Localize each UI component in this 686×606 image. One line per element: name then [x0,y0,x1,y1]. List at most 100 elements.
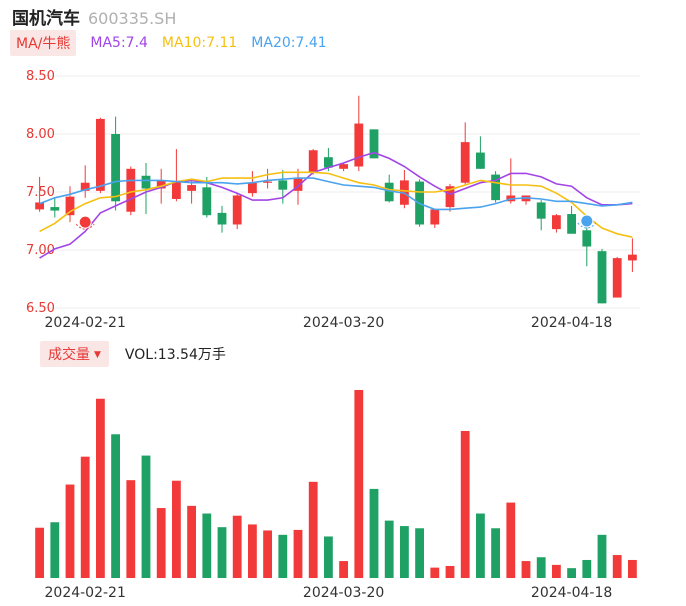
volume-bar [475,513,485,578]
volume-bar [126,480,136,578]
volume-bar [445,565,455,578]
volume-bar [35,527,45,578]
price-date-label: 2024-04-18 [531,315,612,331]
candle-body [354,123,364,167]
volume-bar [187,505,197,578]
volume-date-label: 2024-04-18 [531,585,612,601]
price-tick-label: 6.50 [26,301,55,316]
stock-header: 国机汽车 600335.SH [12,4,177,29]
candle-body [369,129,379,159]
volume-bar [460,430,470,578]
volume-bar [582,559,592,578]
volume-bar [171,480,181,578]
candle-body [536,202,546,219]
price-tick-label: 8.00 [26,127,55,142]
candle-body [293,178,303,191]
candle-body [491,174,501,201]
candle-body [627,254,637,261]
volume-bar [627,559,637,578]
volume-bar [141,455,151,578]
ma10-line [39,171,633,238]
ma20-legend: MA20:7.41 [251,35,327,51]
volume-bar [415,528,425,578]
volume-bar [369,488,379,578]
candle-body [339,164,349,169]
volume-bar [278,534,288,578]
candle-body [232,195,242,225]
candle-body [50,207,60,211]
candle-body [171,181,181,199]
stock-code: 600335.SH [88,9,177,28]
ma-legend: MA/牛熊 MA5:7.4 MA10:7.11 MA20:7.41 [10,30,327,56]
volume-bar [536,557,546,578]
price-tick-label: 7.00 [26,243,55,258]
candle-body [445,186,455,208]
candle-body [551,215,561,230]
volume-bar [354,390,364,578]
volume-bar [551,564,561,578]
candle-body [156,180,166,189]
candle-body [460,142,470,183]
volume-indicator-label: 成交量 [48,347,90,363]
candle-body [187,185,197,191]
volume-date-label: 2024-02-21 [45,585,126,601]
ma5-legend: MA5:7.4 [90,35,148,51]
candle-body [80,182,90,191]
candle-body [202,187,212,216]
volume-bar [217,527,227,578]
volume-bar [399,526,409,578]
candle-body [308,150,318,173]
volume-bar [308,481,318,578]
ma20-line [39,177,633,211]
candle-body [384,182,394,202]
volume-bar [65,484,75,578]
candle-body [475,152,485,169]
price-date-label: 2024-03-20 [303,315,384,331]
volume-bar [202,513,212,578]
candle-body [612,258,622,298]
volume-bar [50,522,60,578]
ma-bull-bear-toggle[interactable]: MA/牛熊 [10,30,77,56]
candle-body [65,196,75,216]
candle-body [597,251,607,304]
stock-name: 国机汽车 [12,9,80,29]
candle-body [95,118,105,191]
volume-bar [521,561,531,578]
volume-bar [111,434,121,578]
volume-bar [597,534,607,578]
candle-body [430,209,440,225]
price-date-label: 2024-02-21 [45,315,126,331]
volume-bar [95,398,105,578]
candle-body [111,134,121,202]
ma10-legend: MA10:7.11 [161,35,238,51]
volume-bar [80,456,90,578]
volume-indicator-select[interactable]: 成交量 ▼ [40,341,109,367]
candle-body [263,181,273,183]
volume-bar [430,567,440,578]
price-tick-label: 8.50 [26,69,55,84]
bear-icon [580,214,594,228]
bull-icon [78,215,92,229]
volume-value: VOL:13.54万手 [124,347,226,363]
caret-down-icon: ▼ [94,350,101,360]
volume-bar [612,555,622,578]
candle-body [35,202,45,210]
volume-bar [156,508,166,578]
candle-body [582,230,592,247]
volume-bar [263,530,273,578]
bull-icon-arc [75,223,95,230]
volume-bar [506,502,516,578]
candle-body [217,212,227,225]
candle-body [278,180,288,190]
price-tick-label: 7.50 [26,185,55,200]
volume-bar [323,536,333,578]
volume-bar [293,529,303,578]
volume-bar [384,520,394,578]
volume-bar [339,561,349,578]
candle-body [126,168,136,212]
volume-bar [491,528,501,578]
volume-bar [247,524,257,578]
candle-body [247,182,257,194]
volume-bar [232,515,242,578]
